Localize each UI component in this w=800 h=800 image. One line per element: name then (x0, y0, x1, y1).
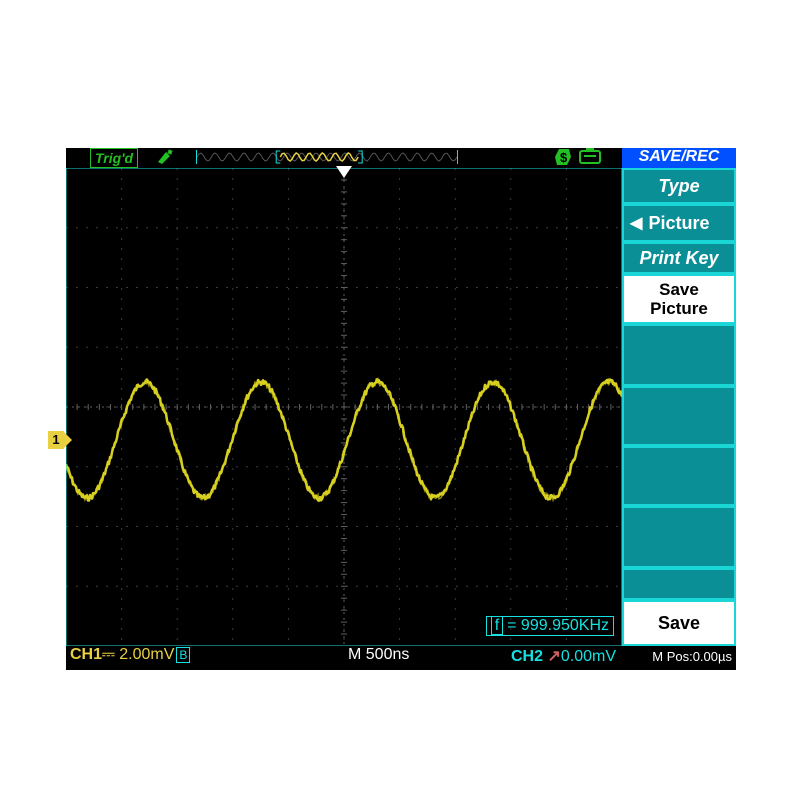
menu-slot-4 (622, 324, 736, 386)
paint-icon (156, 148, 174, 166)
picture-button[interactable]: Picture◀ (622, 204, 736, 242)
ch1-readout: CH1⎓ 2.00mVB (70, 646, 190, 664)
oscilloscope-grid (66, 168, 622, 646)
menu-slot-6 (622, 446, 736, 506)
save-button[interactable]: Save (622, 600, 736, 646)
freq-icon: f (491, 616, 503, 635)
channel1-marker: 1 (48, 431, 64, 449)
scan-indicator (196, 150, 458, 164)
type-button[interactable]: Type (622, 168, 736, 204)
top-right-icons: $ (554, 148, 604, 166)
menu-slot-7 (622, 506, 736, 568)
trigger-position-marker (336, 166, 352, 178)
left-arrow-icon: ◀ (630, 213, 642, 233)
freq-value: = 999.950KHz (507, 617, 609, 634)
timebase-readout: M 500ns (348, 646, 409, 664)
position-readout: M Pos:0.00µs (652, 649, 732, 664)
menu-slot-8 (622, 568, 736, 600)
svg-text:$: $ (560, 150, 568, 165)
save-picture-button[interactable]: Save Picture (622, 274, 736, 324)
ch2-readout: CH2 ↗0.00mV (511, 646, 616, 666)
frequency-readout: f= 999.950KHz (486, 616, 614, 636)
trigger-status: Trig'd (90, 148, 138, 168)
side-menu: TypePicture◀Print KeySave Picture Save (622, 148, 736, 646)
print-key-button[interactable]: Print Key (622, 242, 736, 274)
menu-slot-5 (622, 386, 736, 446)
status-bar: CH1⎓ 2.00mVB M 500ns CH2 ↗0.00mV M Pos:0… (66, 646, 736, 670)
waveform-display: f= 999.950KHz (66, 168, 622, 646)
